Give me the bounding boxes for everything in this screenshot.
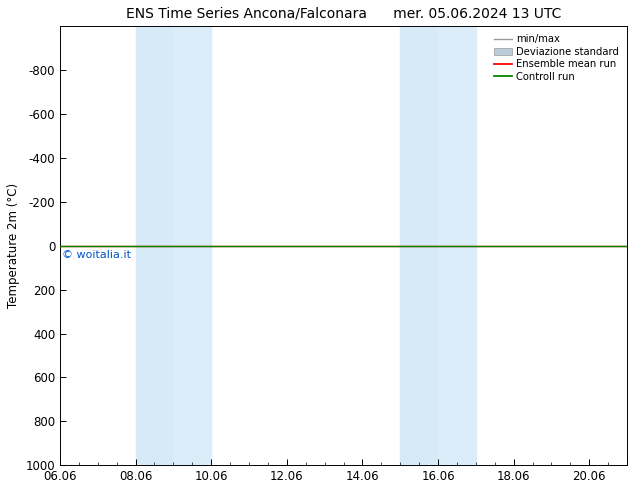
Text: © woitalia.it: © woitalia.it bbox=[62, 250, 131, 260]
Legend: min/max, Deviazione standard, Ensemble mean run, Controll run: min/max, Deviazione standard, Ensemble m… bbox=[491, 31, 622, 85]
Bar bbox=[400, 26, 438, 465]
Bar bbox=[438, 26, 476, 465]
Title: ENS Time Series Ancona/Falconara      mer. 05.06.2024 13 UTC: ENS Time Series Ancona/Falconara mer. 05… bbox=[126, 7, 561, 21]
Bar bbox=[174, 26, 211, 465]
Bar bbox=[136, 26, 174, 465]
Y-axis label: Temperature 2m (°C): Temperature 2m (°C) bbox=[7, 183, 20, 308]
